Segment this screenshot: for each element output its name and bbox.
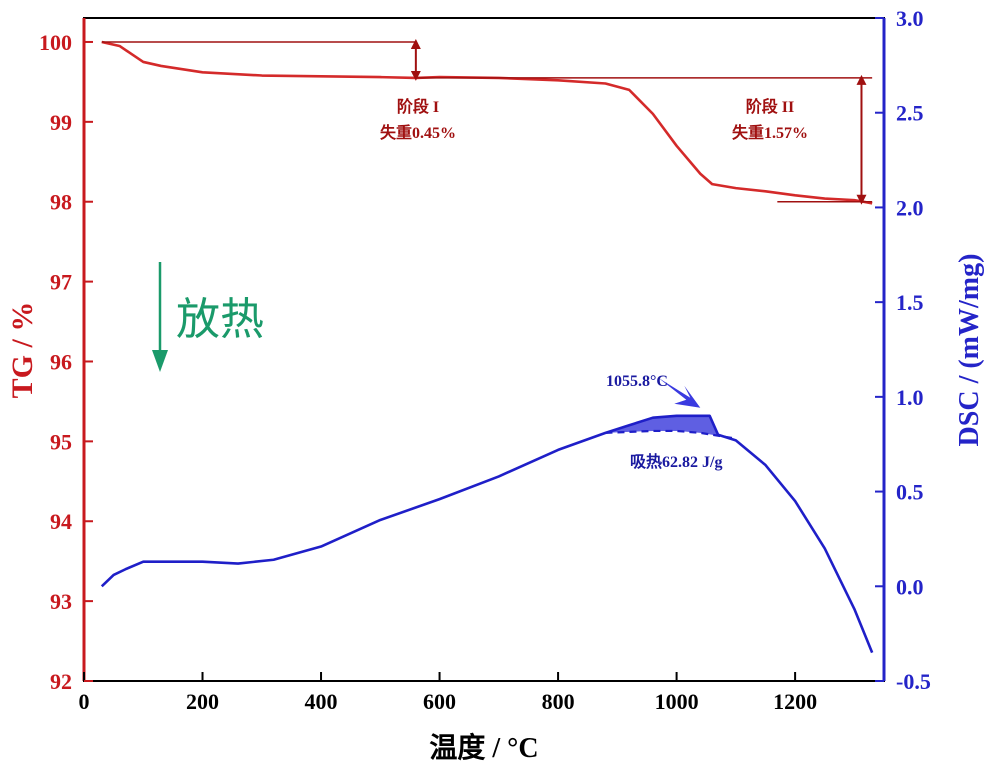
left-tick-label: 96: [50, 349, 72, 374]
x-tick-label: 200: [186, 689, 219, 714]
right-tick-label: 1.5: [896, 290, 924, 315]
left-tick-label: 98: [50, 190, 72, 215]
left-tick-label: 95: [50, 429, 72, 454]
x-tick-label: 0: [79, 689, 90, 714]
left-tick-label: 93: [50, 589, 72, 614]
left-tick-label: 94: [50, 509, 72, 534]
stage2-label: 阶段 II: [746, 97, 794, 116]
left-axis-title: TG / %: [6, 302, 39, 399]
left-tick-label: 92: [50, 669, 72, 694]
x-tick-label: 1200: [773, 689, 817, 714]
dsc-series-line: [102, 416, 872, 653]
right-tick-label: 2.5: [896, 101, 924, 126]
x-tick-label: 400: [305, 689, 338, 714]
left-tick-label: 97: [50, 270, 72, 295]
right-axis-title: DSC / (mW/mg): [954, 254, 985, 447]
plot-frame: [84, 18, 884, 681]
x-tick-label: 1000: [655, 689, 699, 714]
right-tick-label: -0.5: [896, 669, 931, 694]
right-tick-label: 0.0: [896, 574, 924, 599]
x-tick-label: 600: [423, 689, 456, 714]
exo-label: 放热: [176, 294, 264, 345]
exo-arrow-head: [152, 350, 168, 372]
left-tick-label: 99: [50, 110, 72, 135]
right-tick-label: 0.5: [896, 480, 924, 505]
stage1-label: 阶段 I: [397, 97, 439, 116]
stage1-loss-label: 失重0.45%: [380, 123, 456, 142]
peak-temp-label: 1055.8°C: [606, 373, 668, 390]
right-tick-label: 3.0: [896, 6, 924, 31]
x-axis-title: 温度 / °C: [429, 732, 538, 764]
stage2-loss-label: 失重1.57%: [732, 123, 808, 142]
x-tick-label: 800: [542, 689, 575, 714]
endo-label: 吸热62.82 J/g: [630, 452, 722, 471]
right-tick-label: 1.0: [896, 385, 924, 410]
right-tick-label: 2.0: [896, 195, 924, 220]
tg-series-line: [102, 42, 872, 203]
left-tick-label: 100: [39, 30, 72, 55]
